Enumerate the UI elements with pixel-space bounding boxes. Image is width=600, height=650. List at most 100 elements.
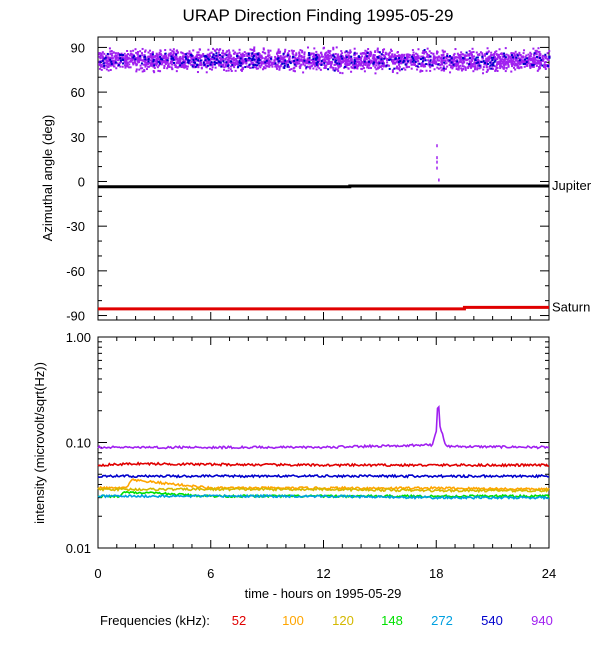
azimuth-point bbox=[145, 61, 148, 64]
azimuth-point bbox=[132, 49, 135, 52]
azimuth-point bbox=[180, 65, 183, 68]
azimuth-point bbox=[123, 60, 126, 63]
azimuth-point bbox=[105, 64, 108, 67]
azimuth-data-points bbox=[98, 46, 551, 182]
azimuth-point bbox=[141, 59, 144, 62]
azimuth-point bbox=[278, 51, 281, 54]
azimuth-point bbox=[487, 50, 490, 53]
azimuth-point bbox=[168, 53, 171, 56]
azimuth-point bbox=[231, 61, 234, 64]
azimuth-point bbox=[391, 58, 394, 61]
azimuth-point bbox=[525, 61, 528, 64]
azimuth-point bbox=[456, 63, 459, 66]
azimuth-point bbox=[503, 59, 506, 62]
azimuth-point bbox=[121, 65, 124, 68]
azimuth-point bbox=[251, 62, 254, 65]
azimuth-point bbox=[460, 69, 463, 72]
azimuth-point bbox=[536, 59, 539, 62]
azimuth-point bbox=[102, 62, 105, 65]
azimuth-point bbox=[441, 49, 444, 52]
azimuth-point bbox=[429, 66, 432, 69]
azimuth-point bbox=[412, 61, 415, 64]
azimuth-point bbox=[113, 65, 116, 68]
azimuth-point bbox=[397, 58, 400, 61]
azimuth-point bbox=[467, 64, 470, 67]
azimuth-point bbox=[475, 62, 478, 65]
azimuth-point bbox=[125, 56, 128, 59]
azimuth-point bbox=[283, 64, 286, 67]
azimuth-point bbox=[347, 60, 350, 63]
azimuth-point bbox=[444, 67, 447, 70]
azimuth-point bbox=[372, 55, 375, 58]
azimuth-point bbox=[145, 63, 148, 66]
azimuth-point bbox=[521, 56, 524, 59]
azimuth-point bbox=[389, 48, 392, 51]
azimuth-point bbox=[223, 68, 226, 71]
azimuth-point bbox=[544, 66, 547, 69]
azimuth-point bbox=[237, 55, 240, 58]
azimuth-point bbox=[426, 47, 429, 50]
azimuth-point bbox=[276, 54, 279, 57]
azimuth-point bbox=[164, 49, 167, 52]
azimuth-point bbox=[112, 61, 115, 64]
azimuth-point bbox=[433, 68, 436, 71]
azimuth-point bbox=[159, 70, 162, 73]
azimuth-point bbox=[510, 59, 513, 62]
azimuth-point bbox=[530, 65, 533, 68]
azimuth-point bbox=[166, 67, 169, 70]
azimuth-point bbox=[261, 68, 264, 71]
azimuth-point bbox=[294, 64, 297, 67]
azimuth-point bbox=[230, 70, 233, 73]
azimuth-point bbox=[131, 59, 134, 62]
azimuth-point bbox=[416, 68, 419, 71]
azimuth-point bbox=[350, 70, 353, 73]
azimuth-point bbox=[507, 57, 510, 60]
azimuth-point bbox=[286, 60, 289, 63]
azimuth-point bbox=[277, 61, 280, 64]
reference-label-jupiter: Jupiter bbox=[552, 178, 592, 193]
azimuth-point bbox=[236, 52, 239, 55]
azimuth-point bbox=[375, 59, 378, 62]
azimuth-point bbox=[294, 59, 297, 62]
azimuth-point bbox=[526, 59, 529, 62]
azimuth-point bbox=[195, 54, 198, 57]
azimuth-point bbox=[306, 65, 309, 68]
azimuth-point bbox=[138, 68, 141, 71]
azimuth-point bbox=[144, 50, 147, 53]
azimuth-point bbox=[369, 50, 372, 53]
azimuth-point bbox=[242, 62, 245, 65]
azimuth-point bbox=[207, 53, 210, 56]
azimuth-point bbox=[234, 58, 237, 61]
azimuth-point bbox=[218, 64, 221, 67]
azimuth-point bbox=[536, 69, 539, 72]
azimuth-point bbox=[458, 60, 461, 63]
azimuth-point bbox=[510, 54, 513, 57]
azimuth-point bbox=[282, 54, 285, 57]
azimuth-point bbox=[114, 56, 117, 59]
azimuth-tick-label: -30 bbox=[66, 219, 85, 234]
azimuth-point bbox=[472, 50, 475, 53]
azimuth-point bbox=[421, 57, 424, 60]
azimuth-point bbox=[278, 68, 281, 71]
azimuth-point bbox=[268, 56, 271, 59]
azimuth-point bbox=[416, 65, 419, 68]
azimuth-point bbox=[293, 59, 296, 62]
azimuth-point bbox=[114, 52, 117, 55]
azimuth-point bbox=[330, 64, 333, 67]
azimuth-point bbox=[363, 60, 366, 63]
azimuth-point bbox=[290, 68, 293, 71]
azimuth-point bbox=[514, 54, 517, 57]
azimuth-point bbox=[197, 58, 200, 61]
azimuth-point bbox=[292, 53, 295, 56]
azimuth-point bbox=[178, 61, 181, 64]
azimuth-point bbox=[497, 60, 500, 63]
azimuth-point bbox=[467, 58, 470, 61]
frequency-legend: Frequencies (kHz): 52 100 120 148 272 540 940 bbox=[100, 613, 553, 628]
azimuth-point bbox=[473, 68, 476, 71]
azimuth-point bbox=[468, 50, 471, 53]
azimuth-point bbox=[535, 62, 538, 65]
azimuth-tick-label: 0 bbox=[78, 174, 85, 189]
azimuth-point bbox=[403, 57, 406, 60]
azimuth-point bbox=[453, 52, 456, 55]
azimuth-point bbox=[360, 62, 363, 65]
